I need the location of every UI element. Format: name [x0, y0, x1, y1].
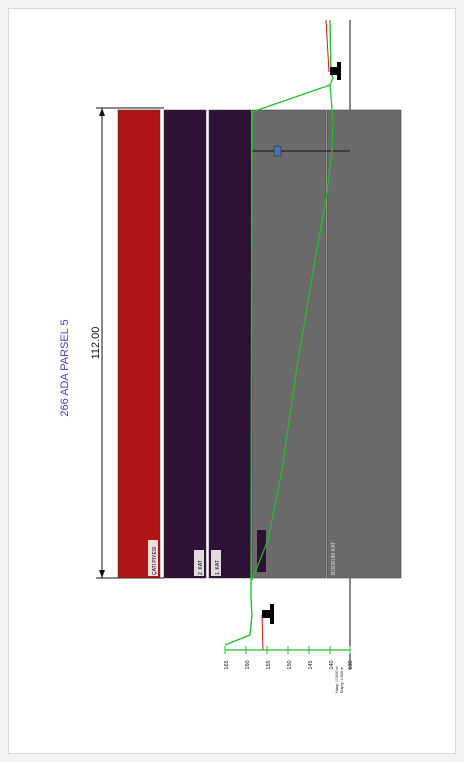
floor-label-2-text: 2. KAT [198, 560, 204, 575]
floor-band-roof [117, 109, 161, 579]
red-line-bottom [261, 614, 264, 651]
elevation-tick-label: 165 [224, 660, 230, 669]
floor-band-1 [208, 109, 252, 579]
floor-label-basement-text: BODRUM KAT [331, 542, 337, 575]
elevation-tick-label: 135 [348, 660, 354, 669]
floor-band-basement-upper [251, 109, 327, 579]
elevation-ticks [224, 646, 351, 654]
drawing-title: 266 ADA PARSEL 5 [59, 319, 71, 416]
elevation-tick-label: 160 [245, 660, 251, 669]
inner-box [257, 530, 266, 572]
anchor-marker-bottom [262, 604, 274, 624]
marker-tag [273, 145, 282, 157]
dimension-label: 112.00 [90, 327, 102, 360]
floor-band-basement [326, 109, 402, 579]
floor-band-2 [163, 109, 207, 579]
scale-note-horizontal: Yatay: 1/1000 m [335, 666, 339, 693]
red-line-top [325, 19, 330, 73]
existing-ground-profile [251, 84, 334, 581]
floor-label-2: 2. KAT [194, 550, 204, 576]
elevation-tick-label: 140 [329, 660, 335, 669]
floor-label-1: 1. KAT [211, 550, 221, 576]
floor-label-roof-text: ÇATI PIYESI [152, 546, 158, 575]
elevation-tick-label: 150 [287, 660, 293, 669]
floor-label-1-text: 1. KAT [215, 560, 221, 575]
anchor-marker-top [330, 62, 341, 80]
elevation-tick-label: 155 [266, 660, 272, 669]
scale-note-vertical: Düşey: 1/500 m [340, 667, 344, 694]
elevation-tick-label: 145 [308, 660, 314, 669]
floor-label-roof: ÇATI PIYESI [148, 540, 158, 576]
